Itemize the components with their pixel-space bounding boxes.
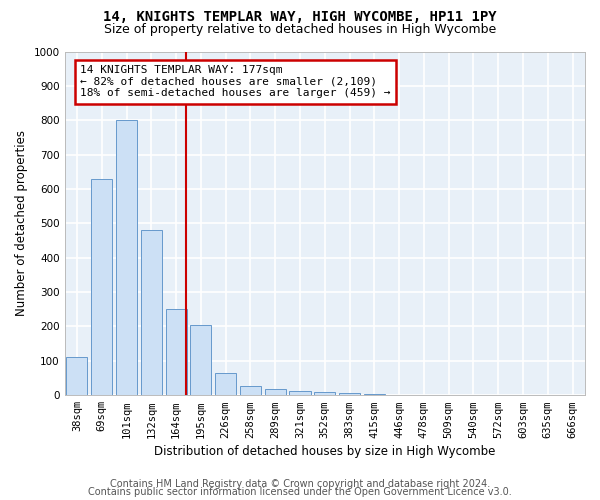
Bar <box>166 310 187 395</box>
Bar <box>289 391 311 395</box>
Y-axis label: Number of detached properties: Number of detached properties <box>15 130 28 316</box>
Bar <box>314 392 335 395</box>
Text: 14, KNIGHTS TEMPLAR WAY, HIGH WYCOMBE, HP11 1PY: 14, KNIGHTS TEMPLAR WAY, HIGH WYCOMBE, H… <box>103 10 497 24</box>
X-axis label: Distribution of detached houses by size in High Wycombe: Distribution of detached houses by size … <box>154 444 496 458</box>
Bar <box>116 120 137 395</box>
Bar <box>265 389 286 395</box>
Text: Contains public sector information licensed under the Open Government Licence v3: Contains public sector information licen… <box>88 487 512 497</box>
Bar <box>215 373 236 395</box>
Bar <box>67 358 88 395</box>
Bar <box>190 324 211 395</box>
Bar <box>141 230 162 395</box>
Text: Contains HM Land Registry data © Crown copyright and database right 2024.: Contains HM Land Registry data © Crown c… <box>110 479 490 489</box>
Bar <box>91 178 112 395</box>
Text: 14 KNIGHTS TEMPLAR WAY: 177sqm
← 82% of detached houses are smaller (2,109)
18% : 14 KNIGHTS TEMPLAR WAY: 177sqm ← 82% of … <box>80 65 391 98</box>
Bar <box>364 394 385 395</box>
Bar <box>389 394 410 395</box>
Bar <box>240 386 261 395</box>
Text: Size of property relative to detached houses in High Wycombe: Size of property relative to detached ho… <box>104 22 496 36</box>
Bar <box>339 394 360 395</box>
